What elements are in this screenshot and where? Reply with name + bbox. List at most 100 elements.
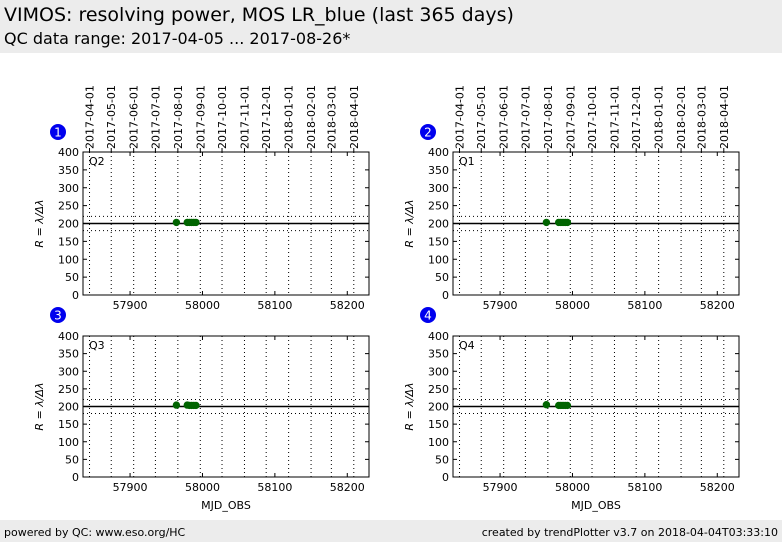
y-tick-label: 100 [428, 253, 449, 266]
chart-panel-3: 0 50 100 150 200 250 300 350 400 57900 58000 58100 5… [33, 307, 370, 512]
date-tick-label: 2018-03-01 [325, 85, 338, 149]
y-tick-label: 50 [65, 453, 79, 466]
y-tick-label: 250 [58, 200, 79, 213]
date-tick-label: 2018-02-01 [675, 85, 688, 149]
x-axis-label: MJD_OBS [201, 499, 251, 512]
x-tick-label: 58200 [700, 299, 735, 312]
date-tick-label: 2018-04-01 [718, 85, 731, 149]
data-point [192, 401, 200, 410]
panel-number-badge [420, 307, 436, 323]
panel-number-label: 4 [424, 309, 432, 323]
panel-number-badge [420, 124, 436, 140]
y-tick-label: 0 [72, 471, 79, 484]
y-tick-label: 350 [428, 348, 449, 361]
y-tick-label: 400 [428, 330, 449, 343]
date-tick-label: 2018-02-01 [305, 85, 318, 149]
y-tick-label: 100 [58, 253, 79, 266]
x-tick-label: 58000 [555, 299, 590, 312]
date-tick-label: 2017-05-01 [475, 85, 488, 149]
data-point [192, 218, 200, 227]
panel-number-label: 2 [424, 126, 432, 140]
x-tick-label: 58100 [257, 481, 292, 494]
x-tick-label: 57900 [113, 299, 148, 312]
footer-created: created by trendPlotter v3.7 on 2018-04-… [481, 526, 778, 539]
y-tick-label: 0 [442, 471, 449, 484]
date-tick-label: 2017-09-01 [564, 85, 577, 149]
chart-panel-4: 0 50 100 150 200 250 300 350 400 57900 58000 58100 5… [403, 307, 740, 512]
x-tick-label: 57900 [483, 481, 518, 494]
y-axis-label: R = λ/Δλ [403, 382, 416, 430]
y-tick-label: 200 [58, 401, 79, 414]
chart-panel-1: 0 50 100 150 200 250 300 350 400 57900 58000 58100 5… [33, 85, 370, 312]
date-tick-label: 2018-01-01 [283, 85, 296, 149]
page-title: VIMOS: resolving power, MOS LR_blue (las… [4, 4, 514, 26]
y-tick-label: 200 [58, 218, 79, 231]
x-tick-label: 58100 [257, 299, 292, 312]
date-tick-label: 2018-01-01 [653, 85, 666, 149]
date-tick-label: 2017-09-01 [194, 85, 207, 149]
date-tick-label: 2018-04-01 [348, 85, 361, 149]
y-tick-label: 150 [58, 235, 79, 248]
panel-label: Q3 [89, 339, 105, 352]
data-point [172, 401, 181, 409]
data-point [563, 218, 572, 227]
data-point [172, 218, 181, 227]
y-tick-label: 50 [435, 453, 449, 466]
y-tick-label: 300 [58, 365, 79, 378]
data-point [563, 401, 572, 410]
y-axis-label: R = λ/Δλ [403, 199, 416, 247]
date-tick-label: 2017-04-01 [454, 85, 467, 149]
y-tick-label: 150 [428, 418, 449, 431]
date-tick-label: 2018-03-01 [695, 85, 708, 149]
y-tick-label: 50 [65, 271, 79, 284]
date-tick-label: 2017-08-01 [542, 85, 555, 149]
y-tick-label: 350 [428, 164, 449, 177]
date-tick-label: 2017-06-01 [128, 85, 141, 149]
y-tick-label: 300 [428, 365, 449, 378]
date-tick-label: 2017-10-01 [586, 85, 599, 149]
x-tick-label: 57900 [113, 481, 148, 494]
date-tick-label: 2017-12-01 [630, 85, 643, 149]
y-tick-label: 400 [58, 330, 79, 343]
x-tick-label: 57900 [483, 299, 518, 312]
y-tick-label: 150 [428, 235, 449, 248]
y-tick-label: 400 [428, 146, 449, 159]
y-tick-label: 150 [58, 418, 79, 431]
data-point [542, 401, 551, 409]
data-point [542, 218, 551, 227]
x-tick-label: 58200 [700, 481, 735, 494]
panel-number-badge [50, 307, 66, 323]
date-tick-label: 2017-06-01 [498, 85, 511, 149]
y-tick-label: 50 [435, 271, 449, 284]
x-tick-label: 58100 [627, 299, 662, 312]
panel-number-label: 3 [54, 309, 62, 323]
x-tick-label: 58000 [185, 481, 220, 494]
y-tick-label: 350 [58, 348, 79, 361]
x-tick-label: 58100 [627, 481, 662, 494]
panel-number-label: 1 [54, 126, 62, 140]
date-tick-label: 2017-10-01 [216, 85, 229, 149]
x-tick-label: 58000 [185, 299, 220, 312]
page-subtitle: QC data range: 2017-04-05 ... 2017-08-26… [4, 29, 351, 48]
footer: powered by QC: www.eso.org/HC created by… [0, 520, 782, 542]
y-axis-label: R = λ/Δλ [33, 382, 46, 430]
panel-number-badge [50, 124, 66, 140]
panel-label: Q4 [459, 339, 475, 352]
date-tick-label: 2017-12-01 [260, 85, 273, 149]
panel-label: Q1 [459, 155, 475, 168]
y-tick-label: 250 [428, 383, 449, 396]
chart-panel-2: 0 50 100 150 200 250 300 350 400 57900 58000 58100 5… [403, 85, 740, 312]
date-tick-label: 2017-05-01 [105, 85, 118, 149]
x-tick-label: 58000 [555, 481, 590, 494]
y-tick-label: 0 [72, 289, 79, 302]
y-tick-label: 200 [428, 218, 449, 231]
footer-credit: powered by QC: www.eso.org/HC [4, 526, 186, 539]
date-tick-label: 2017-11-01 [238, 85, 251, 149]
y-tick-label: 300 [58, 182, 79, 195]
panel-label: Q2 [89, 155, 105, 168]
y-tick-label: 0 [442, 289, 449, 302]
x-tick-label: 58200 [330, 481, 365, 494]
date-tick-label: 2017-07-01 [149, 85, 162, 149]
x-axis-label: MJD_OBS [571, 499, 621, 512]
